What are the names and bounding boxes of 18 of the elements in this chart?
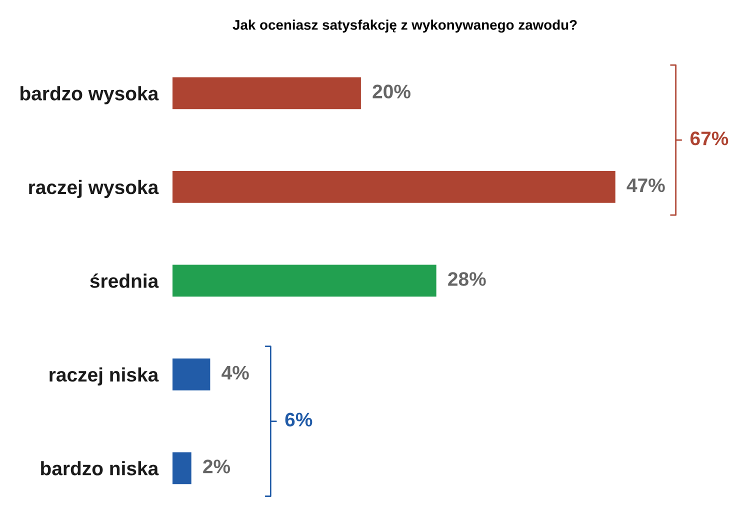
bar: [172, 171, 616, 203]
data-label: 2%: [203, 460, 230, 474]
y-tick-label: średnia: [90, 273, 159, 288]
text: 67%: [690, 132, 728, 146]
data-label: 28%: [448, 272, 486, 286]
bar: [172, 264, 436, 297]
y-tick-label: bardzo niska: [41, 461, 159, 476]
y-tick-label: raczej niska: [50, 367, 159, 386]
y-tick-label: raczej wysoka: [29, 180, 159, 198]
annotation: 6%: [285, 412, 312, 426]
data-label: 4%: [222, 366, 249, 380]
bar: [172, 77, 361, 110]
chart-title: Jak oceniasz satysfakcję z wykonywanego zawodu?: [232, 20, 577, 33]
data-label: 20%: [372, 84, 410, 98]
bar: [172, 358, 210, 390]
data-label: 47%: [626, 178, 665, 192]
y-tick-label: bardzo wysoka: [20, 86, 159, 104]
bar: [172, 452, 192, 484]
